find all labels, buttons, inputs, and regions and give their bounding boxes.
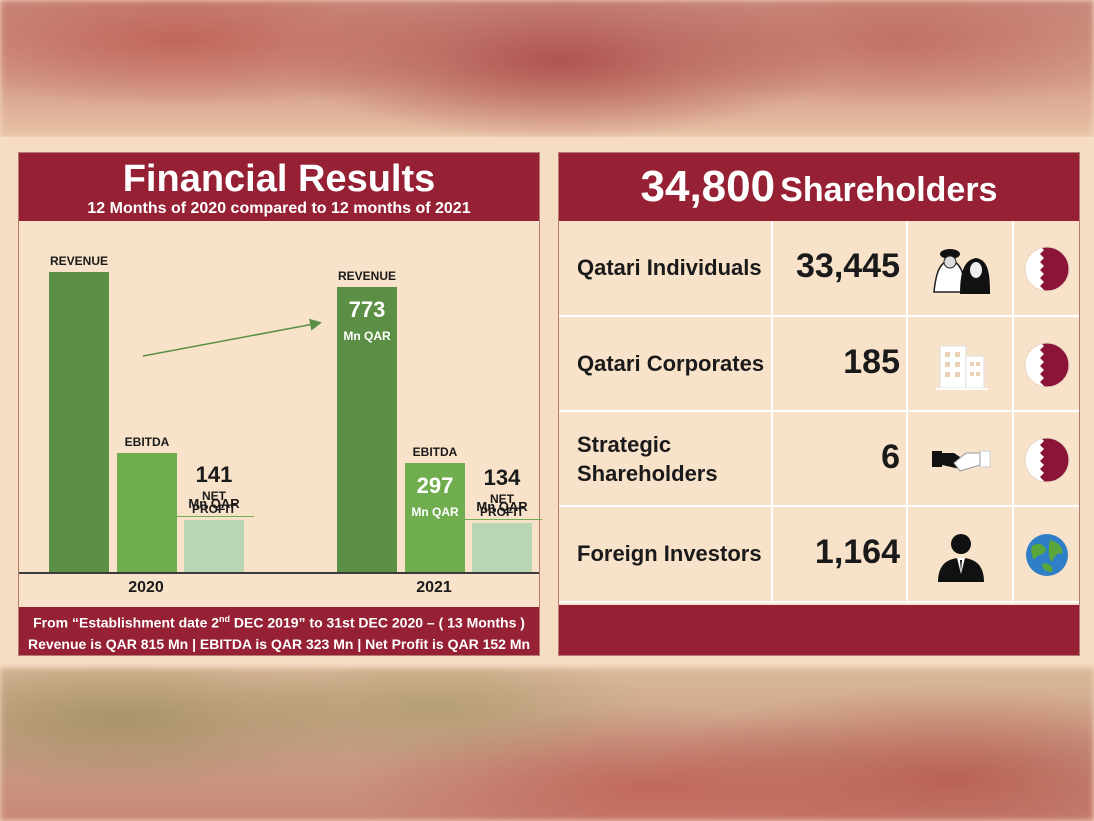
bar-value-label: 297 — [416, 473, 454, 498]
shareholder-value-cell: 1,164 — [773, 507, 908, 603]
shareholder-icon-cell — [908, 221, 1014, 317]
shareholder-value-cell: 6 — [773, 412, 908, 507]
bar-series-label: NET PROFIT — [174, 490, 254, 517]
financial-footer-note: From “Establishment date 2nd DEC 2019” t… — [19, 607, 539, 655]
shareholder-value: 1,164 — [814, 533, 900, 571]
x-axis-line — [19, 572, 539, 574]
year-label-2020: 2020 — [128, 579, 164, 596]
bar-series-label-line: EBITDA — [412, 445, 458, 459]
shareholder-flag-cell — [1014, 412, 1079, 507]
shareholders-header: 34,800 Shareholders — [559, 153, 1079, 221]
background-top-blur — [0, 0, 1094, 137]
qatar-flag-icon — [1024, 246, 1070, 296]
growth-arrow — [142, 318, 322, 357]
shareholder-icon-cell — [908, 317, 1014, 412]
bar-series-label: EBITDA — [107, 436, 187, 449]
shareholder-row: Qatari Corporates 185 — [559, 317, 1079, 412]
shareholder-label-cell: Foreign Investors — [559, 507, 773, 603]
shareholder-row: Foreign Investors 1,164 — [559, 507, 1079, 603]
bar-series-label-line: PROFIT — [462, 506, 542, 520]
shareholder-value: 33,445 — [796, 247, 900, 285]
shareholder-label-line-1: Qatari Corporates — [577, 350, 765, 376]
shareholder-label-line-1: Strategic — [577, 431, 672, 457]
people-icon — [930, 242, 992, 300]
bar-series-label-line: NET — [490, 492, 514, 506]
bar-series-label-line: REVENUE — [337, 269, 396, 283]
bar-2021-2 — [472, 523, 532, 572]
shareholder-value-cell: 33,445 — [773, 221, 908, 317]
shareholder-label-cell: Qatari Individuals — [559, 221, 773, 317]
bar-series-label-line: EBITDA — [124, 435, 170, 449]
qatar-flag-icon — [1024, 342, 1070, 392]
shareholders-total-number: 34,800 — [640, 162, 776, 211]
shareholder-label-line-1: Foreign Investors — [577, 541, 762, 566]
building-icon — [930, 338, 992, 396]
background-bottom-blur — [0, 668, 1094, 821]
shareholder-icon-cell — [908, 507, 1014, 603]
shareholder-value: 6 — [881, 437, 900, 476]
shareholder-label-line-1: Qatari Individuals — [577, 255, 762, 280]
bar-2020-2 — [184, 520, 244, 572]
footer-line-2: Revenue is QAR 815 Mn | EBITDA is QAR 32… — [27, 635, 531, 652]
bar-series-label: REVENUE — [39, 255, 119, 268]
shareholders-panel: 34,800 Shareholders Qatari Individuals 33… — [558, 152, 1080, 656]
footer-line-1: From “Establishment date 2nd DEC 2019” t… — [19, 609, 539, 634]
bar-series-label-line: PROFIT — [174, 503, 254, 517]
financial-subtitle: 12 Months of 2020 compared to 12 months … — [87, 200, 471, 217]
bar-unit-label: Mn QAR — [188, 496, 240, 511]
bar-value-label: 134 — [483, 465, 521, 490]
bar-2020-0 — [49, 272, 109, 572]
financial-results-panel: Financial Results 12 Months of 2020 comp… — [18, 152, 542, 656]
bar-series-label: EBITDA — [395, 446, 475, 459]
year-label-2021: 2021 — [416, 579, 452, 596]
shareholder-value-cell: 185 — [773, 317, 908, 412]
bar-series-label-line: REVENUE — [49, 254, 108, 268]
businessman-icon — [930, 528, 992, 586]
bar-2021-0 — [337, 287, 397, 572]
bar-unit-label: Mn QAR — [411, 505, 459, 519]
handshake-icon — [930, 433, 992, 491]
footer-line-1-pre: From “Establishment date 2 — [33, 614, 220, 631]
shareholder-flag-cell — [1014, 221, 1079, 317]
bar-series-label: REVENUE — [327, 270, 407, 283]
shareholder-label-cell: Qatari Corporates — [559, 317, 773, 412]
shareholder-flag-cell — [1014, 507, 1079, 603]
financial-bar-chart: REVENUE EBITDA NET PROFIT 141 Mn QAR 2020 REVEN… — [19, 153, 542, 655]
shareholder-label: Qatari Corporates — [577, 349, 764, 378]
shareholder-label: Qatari Individuals — [577, 253, 762, 282]
financial-header: Financial Results 12 Months of 2020 comp… — [19, 153, 539, 221]
shareholders-footer-bar — [559, 605, 1079, 655]
bar-2020-1 — [117, 453, 177, 572]
shareholder-row: Qatari Individuals 33,445 — [559, 221, 1079, 317]
shareholder-flag-cell — [1014, 317, 1079, 412]
financial-title: Financial Results — [122, 158, 436, 200]
bar-value-label: 141 — [195, 462, 233, 487]
shareholder-row: Strategic Shareholders 6 — [559, 412, 1079, 507]
shareholder-label-cell: Strategic Shareholders — [559, 412, 773, 507]
shareholder-label: Foreign Investors — [577, 539, 762, 568]
shareholder-label-line-2: Shareholders — [577, 460, 718, 486]
qatar-flag-icon — [1024, 437, 1070, 487]
footer-line-1-post: DEC 2019” to 31st DEC 2020 – ( 13 Months… — [230, 614, 525, 631]
bar-unit-label: Mn QAR — [476, 499, 528, 514]
shareholder-label: Strategic Shareholders — [577, 430, 718, 488]
bar-series-label: NET PROFIT — [462, 493, 542, 520]
bar-2021-1 — [405, 463, 465, 572]
footer-line-1-sup: nd — [219, 614, 231, 624]
globe-icon — [1024, 532, 1070, 582]
shareholders-total: 34,800 Shareholders — [559, 159, 1079, 224]
shareholder-value: 185 — [843, 342, 900, 381]
bar-series-label-line: NET — [202, 489, 226, 503]
shareholders-total-word: Shareholders — [780, 171, 998, 209]
shareholder-icon-cell — [908, 412, 1014, 507]
bar-value-label: 773 — [348, 297, 386, 322]
bar-unit-label: Mn QAR — [343, 329, 391, 343]
